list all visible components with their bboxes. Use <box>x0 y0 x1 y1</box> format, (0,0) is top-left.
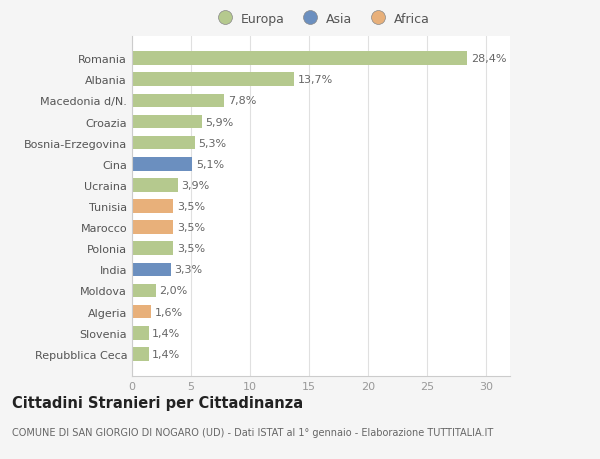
Bar <box>132 221 173 235</box>
Bar <box>132 94 224 108</box>
Text: 3,9%: 3,9% <box>182 180 210 190</box>
Text: 3,5%: 3,5% <box>177 202 205 212</box>
Text: 13,7%: 13,7% <box>298 75 332 85</box>
Bar <box>132 136 194 150</box>
Bar <box>132 284 155 298</box>
Text: COMUNE DI SAN GIORGIO DI NOGARO (UD) - Dati ISTAT al 1° gennaio - Elaborazione T: COMUNE DI SAN GIORGIO DI NOGARO (UD) - D… <box>12 427 493 437</box>
Legend: Europa, Asia, Africa: Europa, Asia, Africa <box>209 9 433 29</box>
Text: 1,4%: 1,4% <box>152 328 181 338</box>
Bar <box>132 326 149 340</box>
Bar <box>132 347 149 361</box>
Bar <box>132 115 202 129</box>
Text: 28,4%: 28,4% <box>471 54 506 64</box>
Bar <box>132 179 178 192</box>
Text: 5,3%: 5,3% <box>198 138 226 148</box>
Bar <box>132 305 151 319</box>
Text: 1,4%: 1,4% <box>152 349 181 359</box>
Bar <box>132 73 294 87</box>
Text: 7,8%: 7,8% <box>227 96 256 106</box>
Text: 2,0%: 2,0% <box>159 286 187 296</box>
Text: 1,6%: 1,6% <box>154 307 182 317</box>
Text: 5,1%: 5,1% <box>196 159 224 169</box>
Text: Cittadini Stranieri per Cittadinanza: Cittadini Stranieri per Cittadinanza <box>12 395 303 410</box>
Bar <box>132 200 173 213</box>
Bar <box>132 242 173 256</box>
Bar <box>132 157 192 171</box>
Bar <box>132 52 467 66</box>
Bar <box>132 263 171 277</box>
Text: 3,5%: 3,5% <box>177 223 205 233</box>
Text: 3,3%: 3,3% <box>175 265 203 275</box>
Text: 5,9%: 5,9% <box>205 117 233 127</box>
Text: 3,5%: 3,5% <box>177 244 205 254</box>
